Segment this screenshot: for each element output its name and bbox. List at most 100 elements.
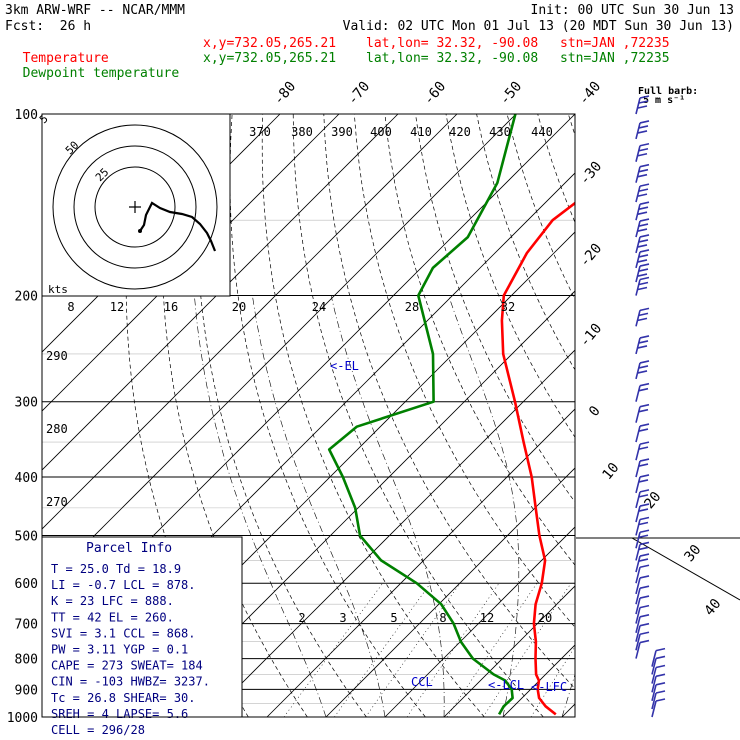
pressure-tick-label: 900 — [15, 683, 38, 698]
dry-adiabat-line — [384, 114, 575, 566]
valid-time: Valid: 02 UTC Mon 01 Jul 13 (20 MDT Sun … — [342, 19, 734, 34]
parcel-info-row: SREH = 4 LAPSE= 5.6 — [51, 707, 188, 721]
dry-adiabat-line — [721, 114, 740, 717]
wind-barb — [635, 120, 650, 140]
mixing-ratio-label: 20 — [232, 300, 246, 314]
parcel-info-row: CAPE = 273 SWEAT= 184 — [51, 659, 203, 673]
theta-left-label: 270 — [46, 495, 68, 509]
isotherm-label: 30 — [681, 542, 704, 565]
mixing-ratio-label: 32 — [501, 300, 515, 314]
isotherm-line — [443, 585, 575, 717]
wind-barb — [635, 382, 650, 402]
init-time: Init: 00 UTC Sun 30 Jun 13 — [530, 3, 735, 18]
parcel-info-box: Parcel Info T = 25.0 Td = 18.9 LI = -0.7 L… — [41, 536, 243, 737]
wind-barb — [635, 529, 650, 549]
temperature-legend-name: Temperature — [22, 51, 109, 66]
forecast-hour: Fcst: 26 h — [5, 19, 92, 34]
isotherm-line — [42, 114, 399, 471]
model-title: 3km ARW-WRF -- NCAR/MMM — [5, 3, 186, 18]
wind-barb — [635, 595, 650, 615]
mixing-ratio-label: 28 — [405, 300, 419, 314]
mixing-ratio-line — [406, 583, 500, 717]
mixing-ratio-low-label: 8 — [439, 611, 446, 625]
isotherm-label: -40 — [576, 79, 605, 109]
wind-barb — [635, 489, 650, 509]
wind-barb — [635, 631, 650, 651]
wind-barb — [635, 604, 650, 624]
theta-top-label: 390 — [331, 125, 353, 139]
isotherm-line — [207, 349, 575, 717]
wind-barb — [635, 234, 650, 254]
dewpoint-latlon: lat,lon= 32.32, -90.08 — [366, 51, 539, 66]
wind-barb — [635, 183, 650, 203]
isotherm-line — [561, 703, 575, 717]
wind-barb — [635, 639, 650, 659]
mixing-ratio-low-label: 3 — [339, 611, 346, 625]
pressure-tick-label: 600 — [15, 577, 38, 592]
parcel-info-row: SVI = 3.1 CCL = 868. — [51, 626, 196, 640]
pressure-tick-label: 200 — [15, 290, 38, 305]
wind-barb — [635, 585, 650, 605]
pressure-tick-label: 500 — [15, 529, 38, 544]
dry-adiabat-line — [476, 114, 575, 371]
ccl-marker: CCL — [411, 675, 433, 689]
theta-top-label: 400 — [370, 125, 392, 139]
isotherm-line — [42, 114, 517, 589]
theta-top-label: 430 — [489, 125, 511, 139]
wind-barbs: Full barb:5 m s⁻¹ — [576, 86, 740, 718]
moist-adiabat-line — [252, 295, 386, 717]
dry-adiabat-line — [261, 114, 485, 717]
wind-barb — [635, 95, 650, 115]
lcl-marker: <-LCL — [488, 678, 524, 692]
dry-adiabat-line — [599, 114, 740, 717]
wind-barb — [651, 682, 666, 701]
mixing-ratio-line — [365, 583, 461, 717]
dewpoint-station: stn=JAN ,72235 — [560, 51, 670, 66]
wind-barb — [635, 276, 650, 296]
mixing-ratio-label: 16 — [164, 300, 178, 314]
wind-barb — [651, 655, 666, 675]
grid-layer — [42, 114, 740, 717]
isotherm-line — [384, 526, 575, 717]
hodograph-start-dot — [138, 229, 142, 233]
moist-adiabat-line — [330, 295, 445, 717]
theta-top-label: 380 — [291, 125, 313, 139]
wind-barb — [651, 690, 666, 710]
dewpoint-legend-name: Dewpoint temperature — [22, 66, 180, 81]
theta-top-label: 440 — [531, 125, 553, 139]
wind-barb — [651, 664, 666, 684]
parcel-info-row: Tc = 26.8 SHEAR= 30. — [51, 691, 196, 705]
isotherm-label: -30 — [577, 159, 606, 189]
theta-top-label: 420 — [449, 125, 471, 139]
wind-barb — [635, 263, 650, 283]
hodograph-origin-cross — [129, 201, 141, 213]
isotherm-label: -80 — [271, 79, 300, 109]
el-marker: <-EL — [330, 359, 359, 373]
wind-barb — [635, 142, 650, 162]
moist-adiabat-line — [194, 295, 327, 717]
parcel-info-row: CIN = -103 HWBZ= 3237. — [51, 675, 210, 689]
wind-barb — [635, 516, 650, 536]
mixing-ratio-line — [482, 583, 572, 717]
wind-barb — [635, 575, 650, 595]
isotherm-label: 20 — [641, 489, 664, 512]
dry-adiabat-line — [415, 114, 575, 503]
dry-adiabat-line — [629, 114, 740, 717]
moist-adiabat-line — [561, 673, 575, 717]
theta-top-label: 370 — [249, 125, 271, 139]
isotherm-label: 0 — [586, 403, 604, 420]
pressure-tick-label: 700 — [15, 618, 38, 633]
temperature-legend: Temperature — [7, 36, 109, 66]
dry-adiabat-line — [292, 114, 544, 717]
isotherm-line — [42, 114, 340, 412]
hodograph-ring — [94, 166, 176, 248]
parcel-info-row: PW = 3.11 YGP = 0.1 — [51, 643, 188, 657]
lfc-marker: <-LFC — [531, 680, 567, 694]
wind-barb — [635, 423, 650, 443]
mixing-ratio-low-label: 12 — [480, 611, 494, 625]
isotherm-label: -10 — [577, 321, 606, 351]
mixing-ratio-line — [283, 583, 384, 717]
dry-adiabat-line — [506, 114, 575, 300]
